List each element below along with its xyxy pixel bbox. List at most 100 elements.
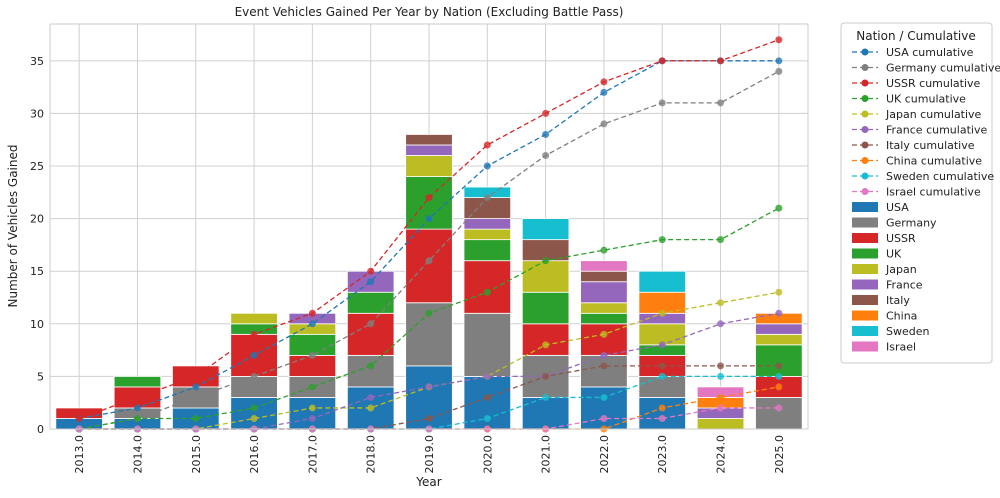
france-cumulative-point: [717, 320, 725, 328]
italy-cumulative-point: [600, 362, 608, 370]
china-cumulative-point: [658, 404, 666, 412]
legend-label: Sweden: [886, 325, 929, 338]
plot-frame: [49, 23, 809, 430]
israel-cumulative-point: [600, 414, 608, 422]
bar-segment-ussr: [405, 228, 453, 304]
usa-cumulative-point: [250, 351, 258, 359]
italy-cumulative-point: [542, 372, 550, 380]
legend-marker-japan-cumulative: [861, 110, 869, 118]
japan-cumulative-point: [308, 404, 316, 412]
x-axis-label: Year: [415, 475, 441, 489]
bar-segment-sweden: [521, 218, 570, 241]
sweden-cumulative-point: [483, 414, 491, 422]
ussr-cumulative-point: [717, 57, 725, 65]
usa-cumulative-point: [483, 162, 491, 170]
y-tick-label: 20: [30, 213, 44, 226]
uk-cumulative-point: [717, 236, 725, 244]
germany-cumulative-point: [483, 194, 491, 202]
bar-segment-uk: [521, 291, 570, 325]
bar-segment-germany: [463, 312, 512, 377]
legend-swatch-usa: [852, 202, 878, 212]
bar-segment-israel: [580, 260, 628, 272]
bar-segment-uk: [113, 376, 162, 388]
legend-label: Sweden cumulative: [886, 170, 994, 183]
bar-segment-france: [405, 144, 453, 156]
bars: [55, 134, 803, 430]
italy-cumulative-point: [425, 414, 433, 422]
uk-cumulative-point: [658, 236, 666, 244]
x-tick-label: 2022.0: [598, 435, 611, 474]
usa-cumulative-point: [542, 130, 550, 138]
bar-segment-sweden: [638, 270, 686, 293]
usa-cumulative-point: [133, 404, 141, 412]
bar-segment-ussr: [463, 260, 512, 314]
legend-swatch-sweden: [852, 326, 878, 336]
uk-cumulative-point: [367, 362, 375, 370]
legend-marker-germany-cumulative: [861, 64, 869, 71]
ussr-cumulative-point: [308, 309, 316, 317]
japan-cumulative-point: [250, 414, 258, 422]
france-cumulative-point: [600, 351, 608, 359]
france-cumulative-point: [367, 393, 375, 401]
bar-segment-japan: [405, 155, 453, 177]
germany-cumulative-point: [600, 120, 608, 128]
france-cumulative-point: [308, 414, 316, 422]
legend-marker-uk-cumulative: [861, 95, 869, 102]
uk-cumulative-point: [600, 246, 608, 254]
bar-segment-italy: [405, 134, 453, 146]
israel-cumulative-point: [717, 404, 725, 412]
x-tick-label: 2014.0: [131, 435, 144, 474]
ussr-cumulative-point: [75, 414, 83, 422]
bar-segment-uk: [755, 344, 803, 377]
bar-segment-ussr: [580, 323, 628, 356]
ussr-cumulative-point: [542, 109, 550, 117]
y-axis-label: Number of Vehicles Gained: [6, 145, 20, 308]
uk-cumulative-point: [483, 288, 491, 296]
bar-segment-japan: [696, 418, 745, 430]
y-tick-label: 35: [30, 55, 44, 68]
uk-cumulative-point: [250, 404, 258, 412]
bar-segment-japan: [521, 260, 570, 293]
usa-cumulative-point: [775, 57, 783, 65]
legend-label: USSR cumulative: [886, 77, 981, 90]
legend-label: Italy cumulative: [886, 139, 975, 152]
bar-segment-italy: [580, 270, 628, 283]
x-tick-label: 2015.0: [190, 435, 203, 474]
israel-cumulative-point: [658, 414, 666, 422]
legend-swatch-france: [852, 279, 878, 290]
legend-marker-ussr-cumulative: [861, 79, 869, 87]
legend-swatch-ussr: [852, 233, 878, 243]
bar-segment-japan: [580, 302, 628, 314]
legend-marker-israel-cumulative: [861, 188, 869, 195]
bar-segment-france: [755, 323, 803, 335]
y-tick-label: 25: [30, 160, 44, 173]
sweden-cumulative-point: [600, 393, 608, 401]
uk-cumulative-point: [775, 204, 783, 212]
bar-segment-uk: [580, 312, 628, 325]
legend-label: USA: [886, 201, 909, 214]
x-tick-label: 2020.0: [481, 435, 494, 474]
italy-cumulative-point: [717, 362, 725, 370]
bar-segment-japan: [463, 228, 512, 241]
legend-label: Israel cumulative: [886, 186, 981, 199]
legend-marker-sweden-cumulative: [861, 172, 869, 180]
legend-box: [840, 22, 993, 364]
ussr-cumulative-point: [367, 267, 375, 275]
sweden-cumulative-point: [775, 372, 783, 380]
x-tick-label: 2023.0: [656, 435, 669, 474]
x-tick-label: 2013.0: [73, 435, 86, 474]
legend-label: China cumulative: [886, 155, 982, 168]
ussr-cumulative-point: [775, 36, 783, 44]
legend-swatch-germany: [852, 217, 878, 228]
uk-cumulative-point: [308, 383, 316, 391]
legend-swatch-japan: [852, 264, 878, 274]
x-tick-label: 2021.0: [540, 435, 553, 474]
legend-label: Germany cumulative: [886, 62, 1000, 75]
y-tick-label: 0: [37, 423, 44, 436]
legend-label: Israel: [886, 341, 916, 354]
china-cumulative-point: [717, 393, 725, 401]
bar-segment-japan: [230, 312, 278, 325]
germany-cumulative-point: [775, 67, 783, 75]
